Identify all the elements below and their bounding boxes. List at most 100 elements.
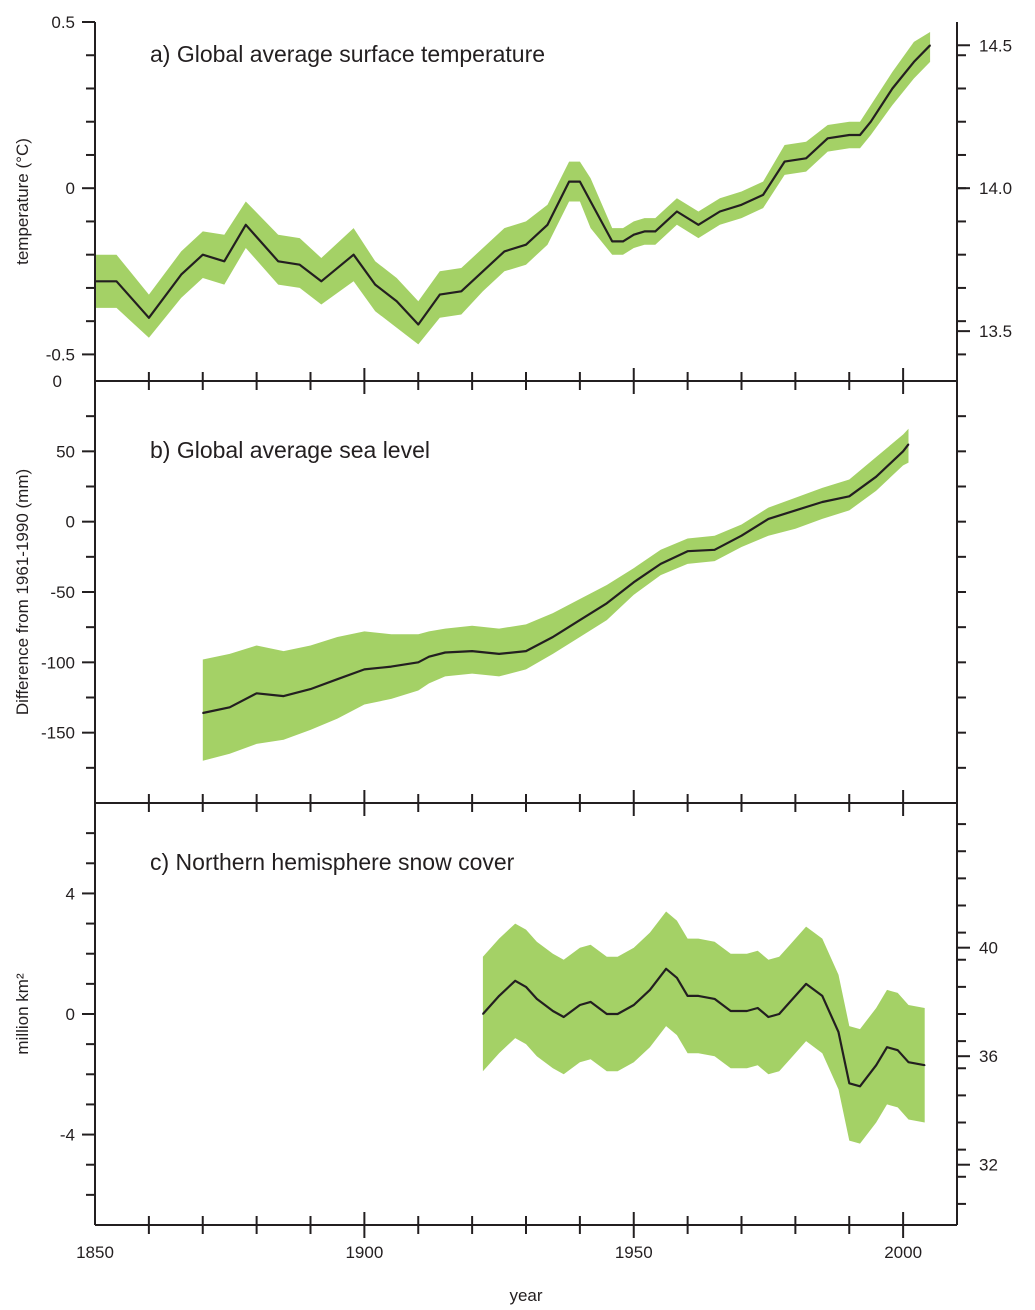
data-point-1-27 [902,450,904,453]
data-point-0-40 [891,87,894,90]
data-point-1-11 [471,650,473,652]
data-point-2-25 [821,995,824,997]
data-point-2-31 [896,1049,899,1051]
data-point-0-5 [223,260,226,263]
year-tick-label-1850: 1850 [76,1243,114,1262]
data-point-1-6 [363,668,366,671]
data-point-0-6 [245,224,247,226]
year-tick-label-2000: 2000 [884,1243,922,1262]
year-tick-label-1950: 1950 [615,1243,653,1262]
data-point-0-17 [503,250,506,253]
y-tick-label-0-2: 0.5 [51,13,75,32]
data-point-0-35 [805,157,807,160]
data-point-0-36 [826,137,829,140]
data-point-0-24 [622,240,624,243]
uncertainty-band-1 [202,428,909,761]
y-axis-label-0: temperature (°C) [13,138,32,265]
data-point-0-1 [115,280,118,283]
y-tick-label-1-0: -150 [41,724,75,743]
data-point-0-23 [611,240,613,243]
data-point-1-25 [848,495,851,498]
y-tick-label-1-3: 0 [66,513,75,532]
series-lines [94,44,931,1088]
uncertainty-bands [95,32,931,1144]
year-tick-label-1900: 1900 [345,1243,383,1262]
data-point-1-19 [686,550,689,552]
data-point-2-14 [676,977,678,979]
data-point-0-10 [352,253,355,256]
data-point-1-14 [552,636,554,638]
right-tick-label-2-2: 40 [979,939,998,958]
data-point-0-20 [568,180,570,183]
data-point-0-16 [482,270,484,273]
data-point-2-28 [859,1085,861,1088]
panel-title-2: c) Northern hemisphere snow cover [150,849,515,875]
right-tick-label-2-1: 36 [979,1047,998,1066]
data-point-1-7 [390,665,393,668]
data-point-1-22 [767,518,770,520]
y-tick-label-extra-0: 0 [53,372,62,391]
data-point-2-33 [923,1064,926,1066]
data-point-1-20 [713,549,716,551]
data-point-1-21 [740,534,743,537]
data-point-1-4 [309,688,312,690]
data-point-0-37 [848,134,851,136]
data-point-2-12 [649,989,651,991]
data-point-2-13 [665,968,667,970]
data-point-2-16 [697,995,700,997]
data-point-2-5 [552,1010,554,1012]
data-point-1-28 [907,443,910,446]
data-point-0-15 [460,290,463,293]
data-point-1-9 [428,655,430,658]
data-point-2-32 [907,1061,910,1063]
data-point-0-28 [665,220,667,223]
y-tick-label-1-1: -100 [41,653,75,672]
data-point-2-17 [713,998,716,1000]
data-point-2-1 [498,995,500,997]
data-point-2-27 [848,1082,851,1085]
data-point-0-21 [579,180,581,183]
data-point-0-27 [654,230,657,233]
data-point-1-15 [579,619,581,621]
data-point-2-18 [729,1010,732,1012]
data-point-0-39 [870,120,872,123]
y-tick-label-0-0: -0.5 [46,345,75,364]
data-point-0-11 [374,283,377,286]
data-point-1-1 [228,706,231,709]
data-point-1-24 [821,501,824,503]
data-point-2-22 [778,1013,780,1015]
series-line-2 [482,967,925,1088]
data-point-1-13 [525,650,527,652]
data-point-0-2 [148,317,150,319]
data-point-2-23 [789,1001,791,1003]
data-point-2-3 [525,986,527,988]
data-point-1-18 [659,563,662,565]
data-point-0-25 [633,233,635,236]
data-point-1-23 [794,509,797,512]
data-point-1-5 [336,678,339,680]
data-point-2-8 [589,1001,592,1003]
labels: 1850 1900 1950 2000 year -0.5 0 0.5 0 13.5 14.0 14.… [13,13,1012,1305]
panel-title-0: a) Global average surface temperature [150,41,545,67]
data-point-0-3 [180,273,182,276]
data-point-2-9 [606,1013,608,1015]
data-point-2-30 [886,1046,888,1048]
data-point-2-11 [633,1004,635,1006]
data-point-0-29 [676,210,678,213]
data-point-0-33 [762,194,764,196]
uncertainty-band-2 [482,911,925,1144]
data-point-2-0 [482,1013,484,1015]
data-point-0-22 [589,200,592,203]
data-point-2-2 [514,980,516,982]
data-point-0-32 [740,204,743,206]
data-point-0-13 [417,323,420,326]
data-point-2-26 [837,1031,840,1033]
data-point-1-10 [444,651,447,654]
data-point-2-6 [562,1016,565,1018]
data-point-2-19 [746,1010,748,1012]
right-tick-label-0-0: 13.5 [979,322,1012,341]
data-point-0-30 [697,224,700,226]
data-point-2-29 [875,1064,877,1066]
data-point-0-26 [643,230,646,233]
